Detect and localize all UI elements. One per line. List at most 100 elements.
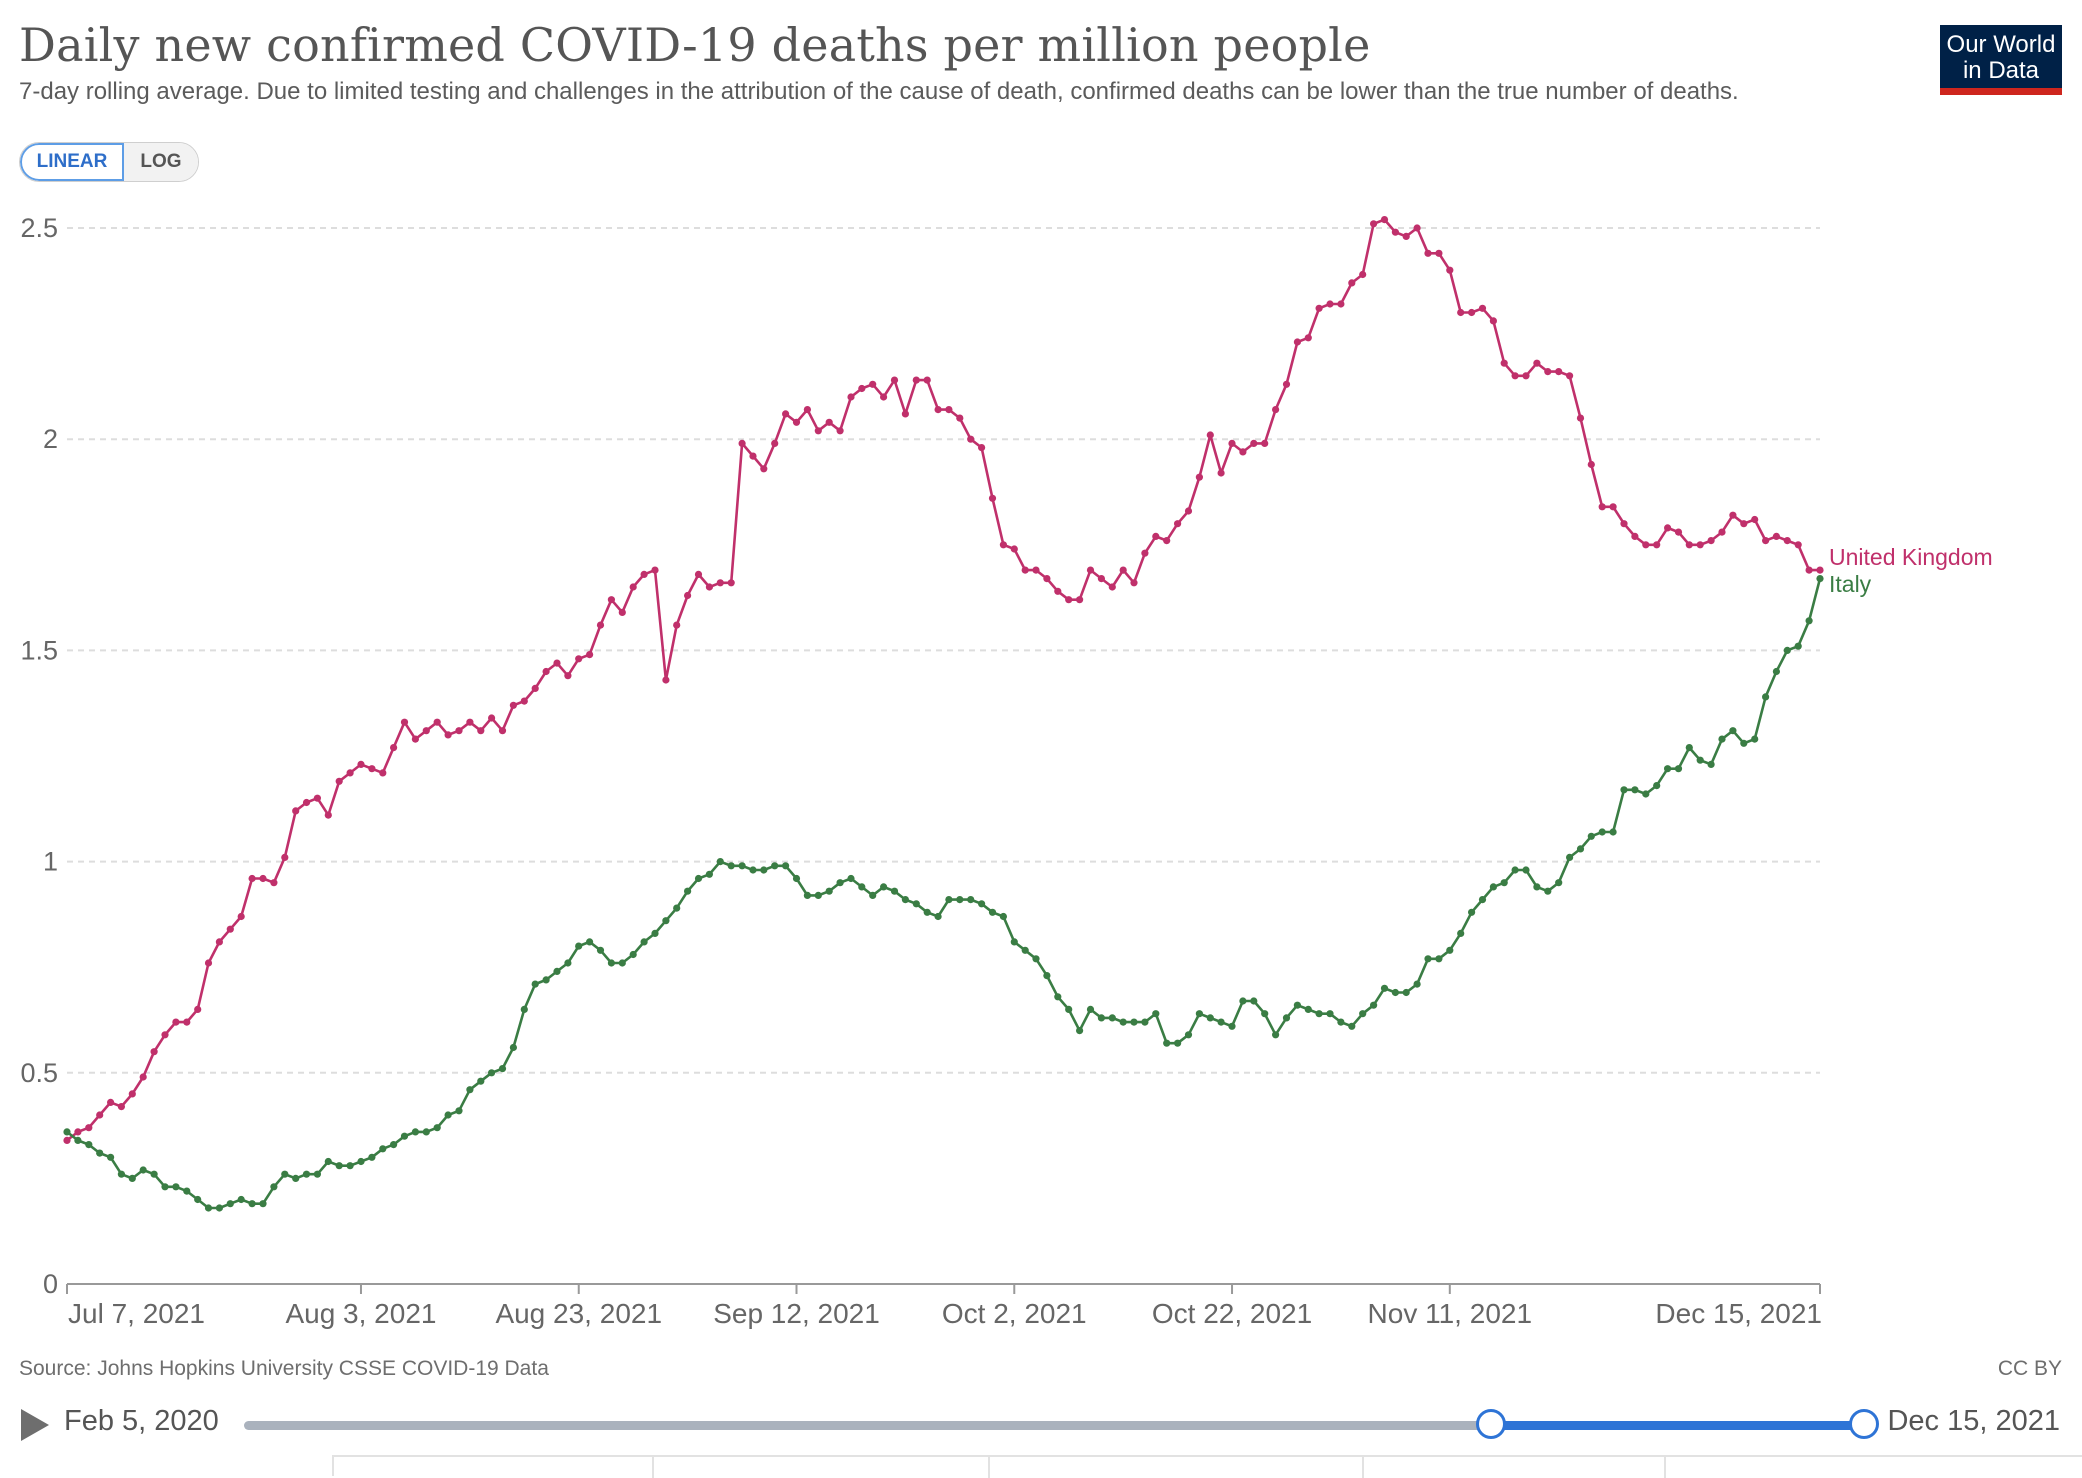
data-point: [324, 1157, 332, 1166]
data-point: [1729, 511, 1737, 519]
data-point: [1130, 1018, 1138, 1026]
data-point: [1119, 566, 1127, 574]
data-point: [107, 1098, 115, 1106]
data-point: [575, 942, 583, 950]
data-point: [1576, 845, 1585, 853]
linear-scale-button[interactable]: LINEAR: [20, 143, 124, 181]
data-point: [596, 946, 605, 954]
data-point: [422, 1128, 430, 1136]
y-tick-label: 1.5: [20, 635, 58, 665]
data-point: [1282, 1014, 1291, 1022]
data-point: [1642, 541, 1650, 549]
data-point: [346, 1162, 354, 1170]
data-point: [390, 744, 398, 752]
timeline-track[interactable]: [244, 1421, 1864, 1430]
data-point: [346, 769, 354, 777]
license-link[interactable]: CC BY: [1997, 1357, 2062, 1380]
data-point: [128, 1174, 136, 1182]
data-point: [1794, 642, 1802, 650]
data-point: [194, 1195, 202, 1204]
data-point: [1718, 735, 1726, 743]
data-point: [1261, 439, 1269, 447]
data-point: [270, 879, 278, 887]
data-point: [183, 1187, 191, 1195]
data-point: [1468, 908, 1476, 916]
data-point: [792, 418, 801, 426]
data-point: [586, 651, 594, 659]
data-point: [716, 579, 724, 587]
data-point: [1500, 879, 1508, 887]
data-point: [1272, 406, 1280, 414]
data-point: [1620, 786, 1628, 794]
data-point: [1751, 735, 1759, 743]
data-point: [1163, 1039, 1171, 1047]
data-point: [1751, 515, 1759, 524]
series-label[interactable]: United Kingdom: [1829, 544, 1993, 570]
data-point: [531, 684, 539, 693]
data-point: [1337, 1018, 1345, 1026]
data-point: [836, 427, 844, 435]
series-line: [66, 578, 1822, 1210]
data-point: [738, 862, 746, 870]
data-point: [74, 1128, 82, 1136]
data-point: [477, 727, 485, 735]
data-point: [1685, 744, 1693, 752]
data-point: [1076, 596, 1084, 604]
timeline-end-handle[interactable]: [1849, 1409, 1879, 1439]
data-point: [444, 731, 452, 739]
data-point: [651, 566, 659, 574]
data-point: [302, 798, 311, 807]
data-point: [542, 667, 550, 676]
data-point: [988, 494, 997, 502]
data-point: [1424, 249, 1432, 257]
data-point: [1348, 1022, 1356, 1030]
data-point: [1261, 1010, 1269, 1018]
data-point: [150, 1170, 158, 1178]
chart-subtitle: 7-day rolling average. Due to limited te…: [19, 78, 1739, 105]
data-point: [1272, 1031, 1280, 1039]
data-point: [1010, 938, 1018, 946]
chart-title: Daily new confirmed COVID-19 deaths per …: [19, 18, 1371, 72]
data-point: [673, 904, 681, 912]
data-point: [1424, 955, 1432, 963]
logo-line-2: in Data: [1962, 57, 2040, 84]
data-point: [1152, 532, 1160, 541]
data-point: [1304, 334, 1312, 342]
data-point: [1326, 1010, 1334, 1018]
series-italy: [63, 575, 1824, 1212]
data-point: [1522, 372, 1530, 380]
data-point: [727, 862, 735, 870]
data-point: [1533, 359, 1541, 367]
data-point: [999, 541, 1008, 549]
data-point: [694, 874, 703, 883]
data-point: [1566, 853, 1574, 862]
data-point: [1108, 583, 1116, 591]
data-point: [161, 1183, 169, 1191]
data-point: [324, 811, 332, 819]
data-point: [1391, 988, 1399, 997]
data-point: [1631, 786, 1639, 794]
data-point: [836, 879, 844, 887]
owid-logo[interactable]: Our World in Data: [1940, 25, 2062, 95]
logo-red-bar: [1940, 88, 2062, 95]
play-icon[interactable]: [21, 1409, 49, 1441]
data-point: [880, 883, 888, 891]
x-tick-label: Dec 15, 2021: [1655, 1298, 1822, 1329]
log-scale-button[interactable]: LOG: [124, 143, 198, 181]
series-label[interactable]: Italy: [1829, 571, 1872, 597]
data-point: [858, 384, 866, 393]
data-point: [1086, 1005, 1095, 1014]
tab-bar: [332, 1455, 2082, 1478]
data-point: [390, 1141, 398, 1149]
data-point: [1184, 507, 1193, 515]
data-point: [1413, 980, 1421, 988]
data-point: [85, 1141, 93, 1149]
data-point: [1250, 439, 1258, 447]
timeline-start-handle[interactable]: [1476, 1409, 1507, 1439]
data-point: [1054, 993, 1062, 1001]
data-point: [368, 1153, 376, 1161]
data-point: [640, 938, 648, 946]
data-point: [1696, 541, 1704, 549]
data-point: [1522, 866, 1530, 874]
data-point: [1228, 1022, 1236, 1030]
